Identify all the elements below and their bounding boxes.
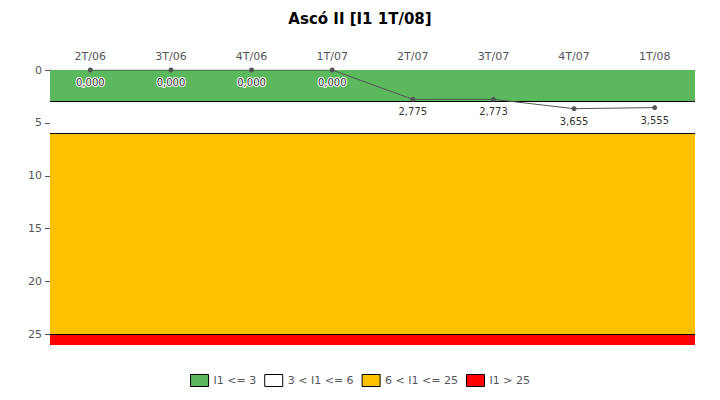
svg-text:3,555: 3,555 [640,115,669,126]
svg-text:3,655: 3,655 [560,116,589,127]
svg-text:1T/08: 1T/08 [639,50,670,63]
svg-text:0,000: 0,000 [237,77,266,88]
svg-text:25: 25 [28,328,42,341]
svg-text:6 < I1 <= 25: 6 < I1 <= 25 [385,374,458,387]
svg-text:I1 <= 3: I1 <= 3 [214,374,257,387]
svg-text:1T/07: 1T/07 [316,50,347,63]
svg-text:2T/06: 2T/06 [75,50,106,63]
svg-text:4T/07: 4T/07 [558,50,589,63]
svg-text:2,773: 2,773 [479,106,508,117]
svg-text:10: 10 [28,169,42,182]
svg-text:Ascó II [I1 1T/08]: Ascó II [I1 1T/08] [288,10,431,28]
svg-text:15: 15 [28,222,42,235]
svg-text:0,000: 0,000 [157,77,186,88]
svg-text:5: 5 [35,116,42,129]
svg-text:3T/07: 3T/07 [478,50,509,63]
svg-text:2,775: 2,775 [398,106,427,117]
svg-text:0: 0 [35,64,42,77]
svg-text:0,000: 0,000 [76,77,105,88]
svg-text:3T/06: 3T/06 [155,50,186,63]
svg-text:4T/06: 4T/06 [236,50,267,63]
svg-text:2T/07: 2T/07 [397,50,428,63]
svg-text:0,000: 0,000 [318,77,347,88]
svg-text:20: 20 [28,275,42,288]
svg-text:I1 > 25: I1 > 25 [489,374,529,387]
svg-text:3 < I1 <= 6: 3 < I1 <= 6 [288,374,354,387]
